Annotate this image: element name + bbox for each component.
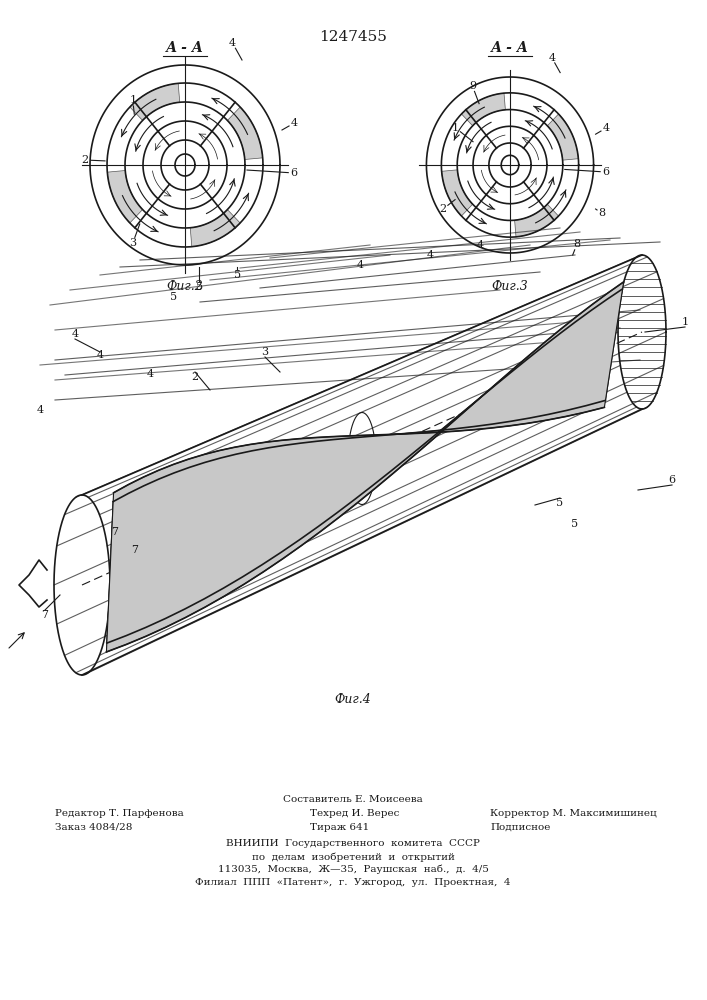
Text: 7: 7 [112,527,119,537]
Text: Подписное: Подписное [490,823,550,832]
Text: 2: 2 [82,155,89,165]
Text: 4: 4 [291,118,298,128]
Text: 4: 4 [37,405,44,415]
Text: 4: 4 [356,260,363,270]
Text: 5: 5 [556,498,563,508]
Polygon shape [442,170,473,216]
Text: Фиг.2: Фиг.2 [167,280,204,293]
Text: 5: 5 [234,270,241,280]
Polygon shape [462,93,506,126]
Text: 1: 1 [452,123,460,133]
Text: 1247455: 1247455 [319,30,387,44]
Polygon shape [515,204,559,237]
Text: 4: 4 [229,38,236,48]
Text: 8: 8 [598,208,605,218]
Polygon shape [547,114,578,160]
Text: Фиг.3: Фиг.3 [491,280,528,293]
Text: 4: 4 [71,329,78,339]
Text: 6: 6 [602,167,609,177]
Text: Корректор М. Максимишинец: Корректор М. Максимишинец [490,809,657,818]
Polygon shape [190,210,240,247]
Text: 7: 7 [42,610,49,620]
Text: по  делам  изобретений  и  открытий: по делам изобретений и открытий [252,852,455,861]
Polygon shape [107,170,143,223]
Text: Составитель Е. Моисеева: Составитель Е. Моисеева [283,795,423,804]
Text: Тираж 641: Тираж 641 [310,823,369,832]
Text: 4: 4 [146,369,153,379]
Text: 1: 1 [682,317,689,327]
Text: 4: 4 [477,240,484,250]
Text: Техред И. Верес: Техред И. Верес [310,809,399,818]
Text: 8: 8 [573,239,580,249]
Text: Фиг.4: Фиг.4 [334,693,371,706]
Text: 7: 7 [132,545,139,555]
Polygon shape [130,83,180,120]
Text: 6: 6 [668,475,676,485]
Text: 5: 5 [196,282,203,292]
Polygon shape [107,289,623,643]
Text: Редактор Т. Парфенова: Редактор Т. Парфенова [55,809,184,818]
Polygon shape [107,282,624,652]
Text: 3: 3 [129,238,136,248]
Text: 4: 4 [548,53,556,63]
Text: 2: 2 [440,204,447,214]
Text: 5: 5 [571,519,578,529]
Text: 3: 3 [262,347,269,357]
Text: Филиал  ППП  «Патент»,  г.  Ужгород,  ул.  Проектная,  4: Филиал ППП «Патент», г. Ужгород, ул. Про… [195,878,510,887]
Text: 2: 2 [192,372,199,382]
Text: Заказ 4084/28: Заказ 4084/28 [55,823,132,832]
Text: 4: 4 [426,250,433,260]
Text: 113035,  Москва,  Ж—35,  Раушская  наб.,  д.  4/5: 113035, Москва, Ж—35, Раушская наб., д. … [218,865,489,874]
Text: А - А: А - А [166,41,204,55]
Text: 4: 4 [96,350,103,360]
Text: 5: 5 [170,292,177,302]
Text: ВНИИПИ  Государственного  комитета  СССР: ВНИИПИ Государственного комитета СССР [226,839,480,848]
Text: 4: 4 [602,123,609,133]
Text: 1: 1 [129,95,136,105]
Polygon shape [228,107,263,160]
Text: А - А: А - А [491,41,529,55]
Text: 6: 6 [291,168,298,178]
Text: 9: 9 [469,81,476,91]
